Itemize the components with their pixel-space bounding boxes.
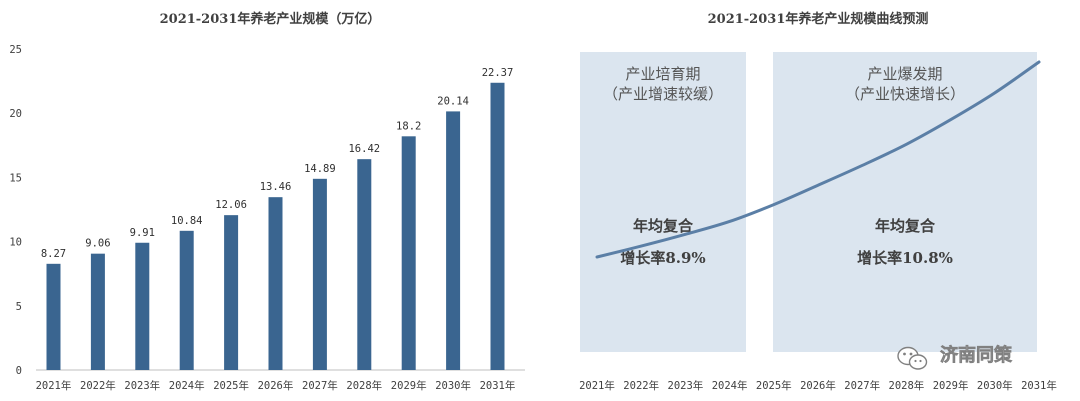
x-tick-label: 2029年 <box>933 379 969 392</box>
bar <box>179 230 194 370</box>
x-tick-label: 2027年 <box>302 379 338 392</box>
bar-chart-x-ticks: 2021年 2022年 2023年 2024年 2025年 2026年 2027年 2028年… <box>36 379 516 392</box>
x-tick-label: 2026年 <box>258 379 294 392</box>
phase-1-rate-line1: 年均复合 <box>633 217 694 235</box>
bar-chart-y-ticks: 0 5 10 15 20 25 <box>9 44 22 377</box>
x-tick-label: 2021年 <box>36 379 72 392</box>
bar-value-label: 9.91 <box>130 227 155 239</box>
x-tick-label: 2026年 <box>800 379 836 392</box>
x-tick-label: 2031年 <box>1021 379 1057 392</box>
bar <box>135 242 150 370</box>
x-tick-label: 2029年 <box>391 379 427 392</box>
line-chart-x-ticks: 2021年 2022年 2023年 2024年 2025年 2026年 2027年 2028年… <box>579 379 1057 392</box>
watermark-text: 济南同策 <box>940 344 1013 366</box>
phase-1-title: 产业培育期 <box>625 65 700 83</box>
x-tick-label: 2028年 <box>889 379 925 392</box>
phase-1-rate-line2: 增长率8.9% <box>620 249 705 267</box>
bar <box>490 82 505 371</box>
bar <box>446 111 461 370</box>
y-tick-label: 15 <box>9 172 22 184</box>
bar-chart: 2021-2031年养老产业规模（万亿） 0 5 10 15 20 25 8.27 9.06… <box>9 11 525 392</box>
bar <box>312 178 327 370</box>
phase-1-region <box>580 52 746 352</box>
bar-value-label: 16.42 <box>348 143 380 155</box>
bar <box>357 159 372 370</box>
phase-2-rate-line1: 年均复合 <box>875 217 936 235</box>
bar-value-label: 12.06 <box>215 199 247 211</box>
bar-value-label: 18.2 <box>396 120 421 132</box>
bar <box>90 253 105 370</box>
phase-2-subtitle: （产业快速增长） <box>845 85 965 103</box>
bar <box>224 215 239 370</box>
x-tick-label: 2025年 <box>213 379 249 392</box>
bar <box>401 136 416 370</box>
x-tick-label: 2031年 <box>480 379 516 392</box>
bar-chart-bars <box>46 82 505 371</box>
phase-2-region <box>773 52 1037 352</box>
bar-value-label: 13.46 <box>260 181 292 193</box>
bar-chart-data-labels: 8.27 9.06 9.91 10.84 12.06 13.46 14.89 16.42 18.… <box>41 67 513 260</box>
bar-value-label: 22.37 <box>482 67 514 79</box>
phase-2-title: 产业爆发期 <box>867 65 942 83</box>
watermark: 济南同策 <box>897 344 1013 370</box>
x-tick-label: 2022年 <box>623 379 659 392</box>
bar-chart-title: 2021-2031年养老产业规模（万亿） <box>160 11 381 27</box>
bar-value-label: 20.14 <box>437 95 469 107</box>
phase-1-subtitle: （产业增速较缓） <box>603 85 723 103</box>
x-tick-label: 2023年 <box>668 379 704 392</box>
line-chart: 2021-2031年养老产业规模曲线预测 产业培育期 （产业增速较缓） 年均复合… <box>579 11 1057 392</box>
x-tick-label: 2028年 <box>346 379 382 392</box>
x-tick-label: 2030年 <box>977 379 1013 392</box>
bar-value-label: 9.06 <box>85 238 110 250</box>
line-chart-title: 2021-2031年养老产业规模曲线预测 <box>708 11 929 27</box>
forecast-line <box>595 60 1041 259</box>
bar <box>46 263 61 370</box>
wechat-icon <box>897 346 928 370</box>
x-tick-label: 2024年 <box>169 379 205 392</box>
bar <box>268 197 283 370</box>
x-tick-label: 2027年 <box>844 379 880 392</box>
y-tick-label: 25 <box>9 44 22 56</box>
y-tick-label: 0 <box>16 365 22 377</box>
y-tick-label: 10 <box>9 237 22 249</box>
x-tick-label: 2024年 <box>712 379 748 392</box>
y-tick-label: 20 <box>9 108 22 120</box>
x-tick-label: 2025年 <box>756 379 792 392</box>
phase-2-rate-line2: 增长率10.8% <box>857 249 953 267</box>
x-tick-label: 2021年 <box>579 379 615 392</box>
bar-value-label: 8.27 <box>41 248 66 260</box>
x-tick-label: 2023年 <box>124 379 160 392</box>
bar-value-label: 10.84 <box>171 215 203 227</box>
x-tick-label: 2030年 <box>435 379 471 392</box>
y-tick-label: 5 <box>16 301 22 313</box>
x-tick-label: 2022年 <box>80 379 116 392</box>
bar-value-label: 14.89 <box>304 163 336 175</box>
